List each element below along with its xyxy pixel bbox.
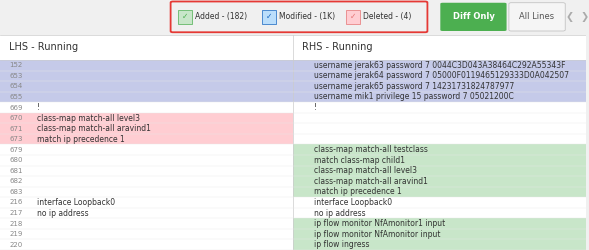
Text: match ip precedence 1: match ip precedence 1 [37,135,125,144]
Bar [293,60,586,70]
Text: 218: 218 [9,220,23,226]
Text: ❯: ❯ [581,12,588,22]
Text: ✓: ✓ [350,12,356,22]
Text: 682: 682 [9,178,23,184]
Bar [293,208,586,218]
Text: 216: 216 [9,200,23,205]
Bar [293,197,586,208]
Bar [0,102,293,113]
Bar [293,240,586,250]
Text: !: ! [314,103,317,112]
Text: Deleted - (4): Deleted - (4) [363,12,412,22]
Text: interface Loopback0: interface Loopback0 [314,198,392,207]
Bar [178,10,192,24]
Text: 220: 220 [9,242,23,248]
Text: class-map match-all aravind1: class-map match-all aravind1 [37,124,151,133]
Bar [293,102,586,113]
Text: !: ! [37,103,40,112]
Bar [0,208,293,218]
Bar [293,70,586,81]
Text: class-map match-all testclass: class-map match-all testclass [314,145,428,154]
Bar [293,81,586,92]
Bar [293,155,586,166]
Bar [0,144,293,155]
Text: LHS - Running: LHS - Running [9,42,78,52]
Text: ip flow ingress: ip flow ingress [314,240,369,249]
Text: 217: 217 [9,210,23,216]
Bar [0,187,293,197]
Text: match class-map child1: match class-map child1 [314,156,405,165]
Bar [0,60,293,70]
Bar [0,0,586,35]
Text: username jerak63 password 7 0044C3D043A38464C292A55343F: username jerak63 password 7 0044C3D043A3… [314,61,565,70]
Text: Diff Only: Diff Only [452,12,494,22]
Bar [0,197,293,208]
Text: 219: 219 [9,231,23,237]
Text: RHS - Running: RHS - Running [302,42,372,52]
Text: username mik1 privilege 15 password 7 05021200C: username mik1 privilege 15 password 7 05… [314,92,514,102]
Bar [293,134,586,144]
Bar [293,113,586,123]
Bar [0,113,293,123]
Bar [293,176,586,187]
Text: 654: 654 [9,84,23,89]
Text: ❮: ❮ [566,12,574,22]
Text: 673: 673 [9,136,23,142]
Bar [0,229,293,239]
Bar [293,166,586,176]
Bar [0,166,293,176]
Bar [0,35,586,250]
Text: no ip address: no ip address [37,208,88,218]
Text: class-map match-all aravind1: class-map match-all aravind1 [314,177,428,186]
FancyBboxPatch shape [509,3,565,31]
Bar [293,92,586,102]
Text: class-map match-all level3: class-map match-all level3 [314,166,417,175]
Text: 653: 653 [9,73,23,79]
Text: 670: 670 [9,115,23,121]
Text: ip flow monitor NfAmonitor input: ip flow monitor NfAmonitor input [314,230,441,239]
Bar [0,155,293,166]
Text: All Lines: All Lines [519,12,555,22]
FancyBboxPatch shape [441,3,507,31]
Bar [293,123,586,134]
Text: username jerak65 password 7 14231731824787977: username jerak65 password 7 142317318247… [314,82,514,91]
Text: username jerak64 password 7 05000F0119465129333D0A042507: username jerak64 password 7 05000F011946… [314,71,569,80]
Bar [0,176,293,187]
Text: ✓: ✓ [181,12,188,22]
Text: Modified - (1K): Modified - (1K) [279,12,335,22]
Bar [293,229,586,239]
Text: 152: 152 [9,62,23,68]
Text: 669: 669 [9,104,23,110]
Bar [0,218,293,229]
Text: 681: 681 [9,168,23,174]
Text: no ip address: no ip address [314,208,366,218]
Text: 679: 679 [9,147,23,153]
Bar [0,70,293,81]
Bar [0,123,293,134]
Text: Added - (182): Added - (182) [195,12,247,22]
Bar [262,10,276,24]
Text: 655: 655 [9,94,23,100]
Text: ip flow monitor NfAmonitor1 input: ip flow monitor NfAmonitor1 input [314,219,445,228]
Text: 680: 680 [9,157,23,163]
Bar [0,134,293,144]
Bar [293,187,586,197]
Text: class-map match-all level3: class-map match-all level3 [37,114,140,122]
Bar [293,144,586,155]
Text: interface Loopback0: interface Loopback0 [37,198,115,207]
Bar [346,10,360,24]
Text: 671: 671 [9,126,23,132]
Text: match ip precedence 1: match ip precedence 1 [314,188,402,196]
Text: 683: 683 [9,189,23,195]
Bar [0,81,293,92]
Bar [0,92,293,102]
Bar [293,218,586,229]
Bar [0,240,293,250]
Text: ✓: ✓ [266,12,272,22]
